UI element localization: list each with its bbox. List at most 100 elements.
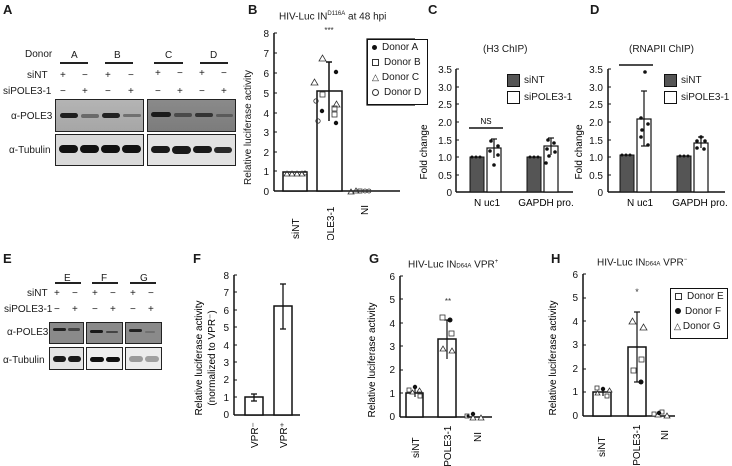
donor-c-label: C [165,50,173,61]
donor-label: Donor [25,49,53,60]
chart-b-legend: Donor A Donor B △ Donor C Donor D [367,39,428,105]
western-blot-tubulin-ab [55,134,144,166]
svg-text:5: 5 [263,89,269,100]
sipole-row-label-e: siPOLE3-1 [4,304,53,315]
svg-text:NS: NS [480,117,491,126]
chart-b-title: HIV-Luc IND116A at 48 hpi [279,11,387,23]
svg-text:N uc1: N uc1 [474,198,501,209]
panel-letter-a: A [3,2,13,17]
chart-d-title: (RNAPII ChIP) [629,44,695,55]
chart-h-legend: Donor E Donor F △ Donor G [670,288,728,339]
panel-letter-g: G [369,251,380,266]
western-blot-pole3-e [49,322,84,344]
svg-text:0: 0 [263,187,269,198]
donor-a-bar [60,62,88,64]
donor-b-label: B [114,50,121,61]
svg-text:2: 2 [572,364,578,375]
svg-text:3: 3 [263,128,269,139]
panel-letter-e: E [3,251,12,266]
chart-f: Relative luciferase activity (normalized… [194,271,300,448]
panel-letter-d: D [590,2,600,17]
donor-c-bar [154,62,183,64]
svg-text:**: ** [445,297,451,306]
donor-e-bar [55,282,81,284]
panel-letter-c: C [428,2,438,17]
blot-label-pole3-e: α-POLE3 [7,327,49,338]
svg-text:siNT: siNT [597,436,608,457]
svg-text:0: 0 [572,411,578,422]
svg-text:siPOLE3-1: siPOLE3-1 [443,425,454,466]
svg-text:6: 6 [223,306,229,317]
svg-text:1.0: 1.0 [589,153,603,164]
svg-text:NI: NI [473,432,484,442]
svg-text:GAPDH pro.: GAPDH pro. [672,198,728,209]
svg-text:1: 1 [263,167,269,178]
chart-d: Fold change 3.5 3.0 2.5 2.0 1.5 1.0 0.5 … [574,60,728,209]
svg-text:4: 4 [223,341,229,352]
svg-text:3: 3 [389,342,395,353]
svg-text:VPR⁺: VPR⁺ [279,422,290,448]
chart-c-title: (H3 ChIP) [483,44,528,55]
svg-text:2.5: 2.5 [438,100,452,111]
svg-text:4: 4 [572,317,578,328]
western-blot-pole3-cd [147,99,236,132]
western-blot-pole3-ab [55,99,144,132]
svg-text:2.5: 2.5 [589,100,603,111]
western-blot-tubulin-e [49,347,84,370]
svg-text:Fold change: Fold change [574,124,585,179]
svg-text:siPOLE3-1: siPOLE3-1 [632,424,643,466]
sint-row-label: siNT [27,70,48,81]
chart-h-title: HIV-Luc IND64A VPR− [597,257,688,269]
svg-text:1: 1 [572,387,578,398]
svg-text:4: 4 [389,319,395,330]
panel-letter-b: B [248,2,258,17]
chart-g: Relative luciferase activity 6 5 4 3 2 1… [367,272,492,466]
donor-f-bar [92,282,118,284]
sipole-row-label: siPOLE3-1 [3,86,52,97]
donor-d-bar [200,62,228,64]
svg-text:N uc1: N uc1 [627,198,654,209]
svg-text:2.0: 2.0 [589,118,603,129]
blot-label-pole3-a: α-POLE3 [11,111,53,122]
svg-text:*: * [635,287,639,297]
svg-text:Fold change: Fold change [419,124,430,179]
svg-text:0: 0 [223,410,229,421]
svg-text:(normalized to VPR⁻): (normalized to VPR⁻) [207,310,218,405]
chart-h: Relative luciferase activity 6 5 4 3 2 1… [548,270,675,466]
svg-text:6: 6 [572,270,578,281]
svg-text:siPOLE3-1: siPOLE3-1 [326,206,337,240]
svg-text:1.5: 1.5 [438,136,452,147]
western-blot-pole3-g [125,322,162,344]
svg-text:GAPDH pro.: GAPDH pro. [518,198,574,209]
donor-d-label: D [210,50,218,61]
western-blot-tubulin-f [86,347,123,370]
svg-text:0.5: 0.5 [589,171,603,182]
sint-row-label-e: siNT [27,288,48,299]
svg-text:1.5: 1.5 [589,136,603,147]
western-blot-tubulin-g [125,347,162,370]
svg-text:***: *** [324,26,333,35]
svg-text:VPR⁻: VPR⁻ [250,422,261,448]
svg-text:0: 0 [389,412,395,423]
svg-text:Relative luciferase activity: Relative luciferase activity [194,300,205,415]
svg-text:Relative luciferase activity: Relative luciferase activity [367,302,378,417]
svg-text:5: 5 [223,323,229,334]
svg-text:8: 8 [263,29,269,40]
svg-text:0: 0 [597,188,603,199]
svg-text:0: 0 [446,188,452,199]
blot-label-tubulin-a: α-Tubulin [9,145,51,156]
svg-text:5: 5 [389,295,395,306]
donor-f-label: F [101,273,108,284]
svg-text:NI: NI [660,430,671,440]
svg-text:2: 2 [263,148,269,159]
chart-c: Fold change 3.5 3.0 2.5 2.0 1.5 1.0 0.5 … [419,65,574,209]
svg-text:1: 1 [389,389,395,400]
svg-text:Relative luciferase activity: Relative luciferase activity [548,300,559,415]
donor-g-bar [130,282,156,284]
svg-text:7: 7 [263,49,269,60]
svg-text:3.0: 3.0 [589,83,603,94]
svg-text:0.5: 0.5 [438,171,452,182]
western-blot-tubulin-cd [147,134,236,166]
blot-label-tubulin-e: α-Tubulin [3,355,45,366]
svg-text:3.5: 3.5 [589,65,603,76]
